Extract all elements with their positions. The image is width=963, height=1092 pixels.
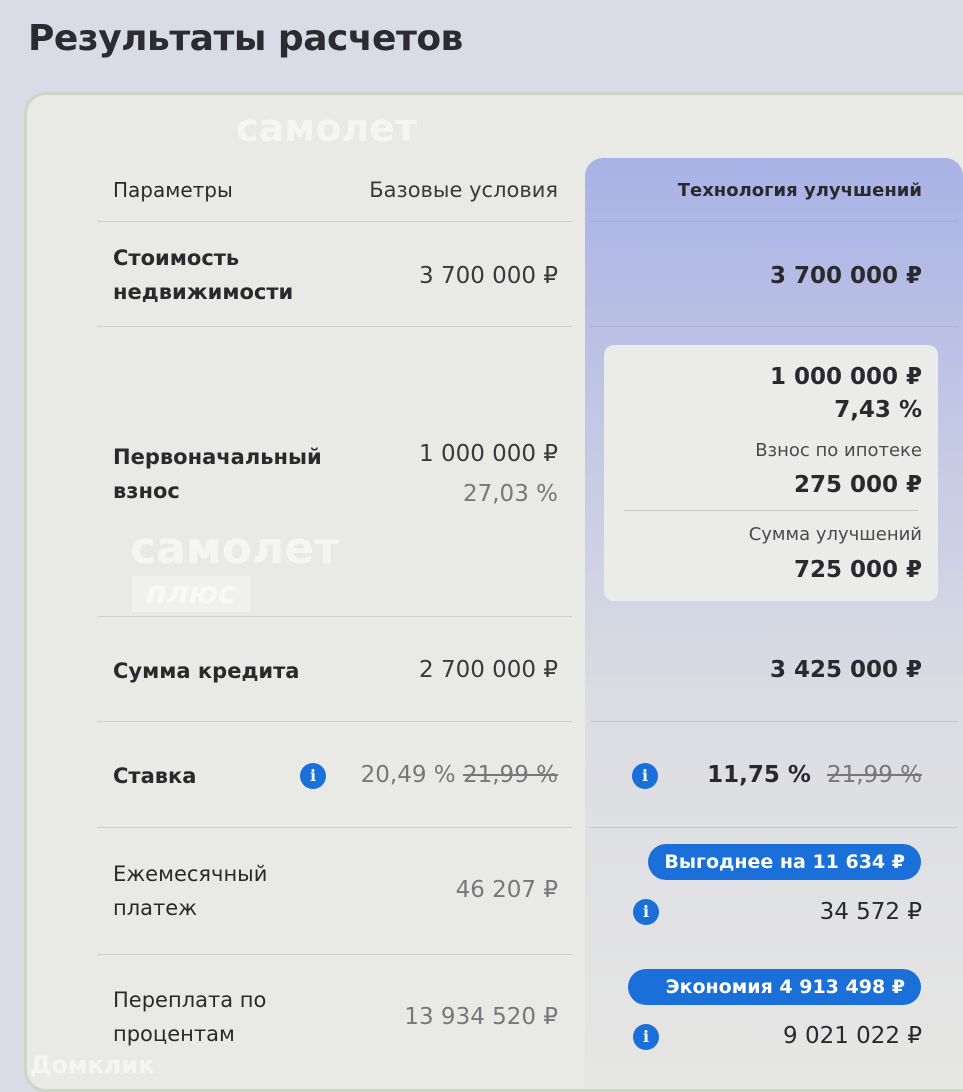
breakdown-divider — [624, 510, 918, 511]
table-row-monthly — [97, 828, 572, 955]
base-cost: 3 700 000 ₽ — [419, 263, 558, 289]
tech-rate-old: 21,99 % — [826, 762, 922, 788]
header-params: Параметры — [113, 178, 233, 202]
tech-rate-value: 11,75 % — [707, 762, 811, 788]
tech-column — [585, 158, 963, 1088]
savings-badge: Экономия 4 913 498 ₽ — [627, 969, 921, 1005]
watermark-domclick: Домклик — [30, 1051, 155, 1079]
watermark-logo: плюс — [132, 576, 250, 612]
info-icon[interactable]: i — [300, 763, 326, 789]
label-cost: Стоимость недвижимости — [113, 246, 294, 304]
header-base: Базовые условия — [369, 178, 558, 202]
watermark-logo: самолет — [130, 523, 340, 574]
tech-down-breakdown — [604, 345, 938, 601]
tech-down-amount: 1 000 000 ₽ — [769, 364, 922, 390]
mortgage-label: Взнос по ипотеке — [755, 440, 922, 461]
tech-row-divider — [590, 722, 958, 828]
base-overpay: 13 934 520 ₽ — [404, 1004, 558, 1030]
tech-down-percent: 7,43 % — [834, 397, 922, 423]
header-row — [97, 160, 572, 222]
watermark-logo: самолет — [236, 106, 417, 150]
label-monthly: Ежемесячный платеж — [113, 862, 268, 920]
benefit-badge: Выгоднее на 11 634 ₽ — [648, 844, 921, 880]
label-overpay: Переплата по процентам — [113, 988, 267, 1046]
info-icon[interactable]: i — [633, 1024, 659, 1050]
mortgage-value: 275 000 ₽ — [793, 472, 922, 498]
tech-overpay: 9 021 022 ₽ — [783, 1023, 922, 1049]
info-icon[interactable]: i — [633, 899, 659, 925]
base-down-amount: 1 000 000 ₽ — [419, 441, 558, 467]
base-rate: 20,49 % 21,99 % — [361, 757, 558, 793]
table-row-rate — [97, 722, 572, 828]
table-row-cost — [97, 222, 572, 327]
tech-header-divider — [590, 160, 958, 222]
table-row-down — [97, 327, 572, 617]
base-rate-value: 20,49 % — [360, 762, 456, 788]
page-title: Результаты расчетов — [28, 18, 463, 59]
base-rate-old: 21,99 % — [462, 762, 558, 788]
header-tech: Технология улучшений — [677, 180, 922, 201]
label-down: Первоначальный взнос — [113, 445, 322, 503]
base-credit: 2 700 000 ₽ — [419, 657, 558, 683]
tech-cost: 3 700 000 ₽ — [769, 263, 922, 289]
tech-monthly: 34 572 ₽ — [819, 899, 922, 925]
base-monthly: 46 207 ₽ — [455, 877, 558, 903]
tech-credit: 3 425 000 ₽ — [769, 657, 922, 683]
label-credit: Сумма кредита — [113, 659, 300, 683]
tech-rate: 11,75 % 21,99 % — [707, 758, 922, 792]
improve-value: 725 000 ₽ — [793, 557, 922, 583]
tech-row-divider — [590, 617, 958, 722]
info-icon[interactable]: i — [632, 763, 658, 789]
table-row-credit — [97, 617, 572, 722]
base-down-percent: 27,03 % — [462, 481, 558, 507]
improve-label: Сумма улучшений — [748, 524, 922, 545]
label-rate: Ставка — [113, 764, 197, 788]
tech-row-divider — [590, 222, 958, 327]
